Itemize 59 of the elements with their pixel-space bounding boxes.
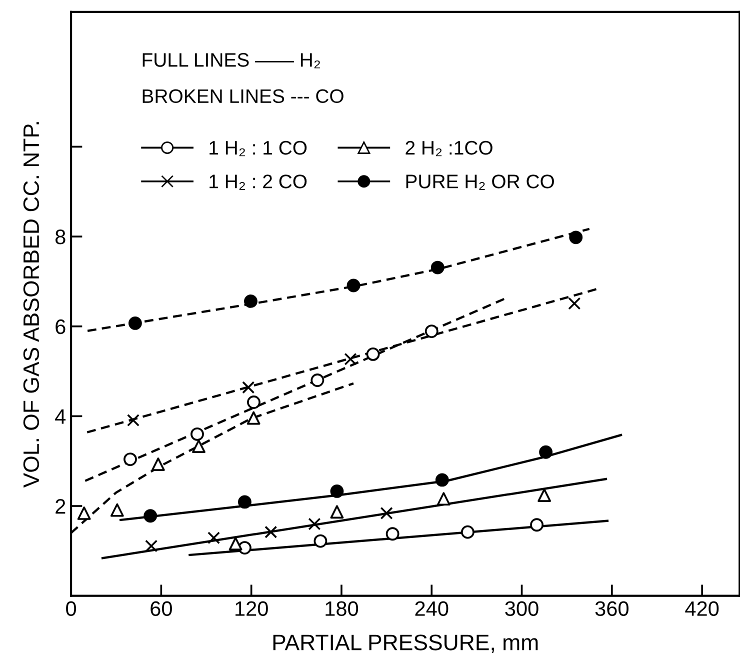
y-tick-label: 8 <box>56 230 66 244</box>
point <box>144 540 158 552</box>
legend-label: 1 H₂ : 1 CO <box>210 140 307 156</box>
y-axis-title: VOL. OF GAS ABSORBED CC. NTP. <box>23 122 40 488</box>
point <box>366 347 380 361</box>
point <box>242 381 255 394</box>
y-tick-label: 6 <box>56 319 66 334</box>
x-tick-label: 0 <box>66 601 76 616</box>
line-series <box>86 228 590 332</box>
point <box>246 411 260 425</box>
legend-label: PURE H₂ OR CO <box>406 174 554 190</box>
point <box>192 440 206 453</box>
point <box>207 532 220 544</box>
point <box>247 396 260 409</box>
x-tick-label: 420 <box>685 601 719 616</box>
point <box>330 505 344 519</box>
point <box>430 260 444 274</box>
point <box>568 297 581 310</box>
point <box>346 278 360 292</box>
point <box>538 488 552 502</box>
point <box>530 518 544 532</box>
point <box>126 414 140 427</box>
y-tick-label: 2 <box>56 499 66 514</box>
point <box>244 294 258 308</box>
point <box>128 316 142 330</box>
point <box>124 452 137 466</box>
point <box>228 537 242 550</box>
point <box>151 458 165 471</box>
annotation: BROKEN LINES --- CO <box>142 89 344 104</box>
x-tick-label: 120 <box>236 601 268 616</box>
y-tick-label: 4 <box>55 409 66 424</box>
point <box>380 506 393 520</box>
point <box>344 352 357 366</box>
point <box>436 492 450 506</box>
point <box>569 230 583 244</box>
point <box>190 427 204 441</box>
point <box>330 484 344 498</box>
x-tick-label: 180 <box>326 601 358 616</box>
point <box>386 527 400 541</box>
x-tick-label: 360 <box>595 601 628 616</box>
x-axis-title: PARTIAL PRESSURE, mm <box>273 634 538 653</box>
x-tick-label: 300 <box>505 601 538 616</box>
x-tick-label: 60 <box>150 601 172 616</box>
point <box>310 374 324 387</box>
point <box>308 518 321 530</box>
point <box>110 503 124 517</box>
point <box>144 509 158 523</box>
point <box>238 495 252 509</box>
point <box>460 525 474 539</box>
legend-label: 2 H₂ :1CO <box>406 140 492 156</box>
annotation: FULL LINES —— H₂ <box>142 53 320 68</box>
point <box>424 324 438 338</box>
point <box>77 506 91 520</box>
x-tick-label: 240 <box>415 601 448 616</box>
point <box>314 534 328 548</box>
point <box>264 526 278 538</box>
point <box>435 473 449 487</box>
legend-label: 1 H₂ : 2 CO <box>210 174 307 190</box>
point <box>539 445 553 459</box>
